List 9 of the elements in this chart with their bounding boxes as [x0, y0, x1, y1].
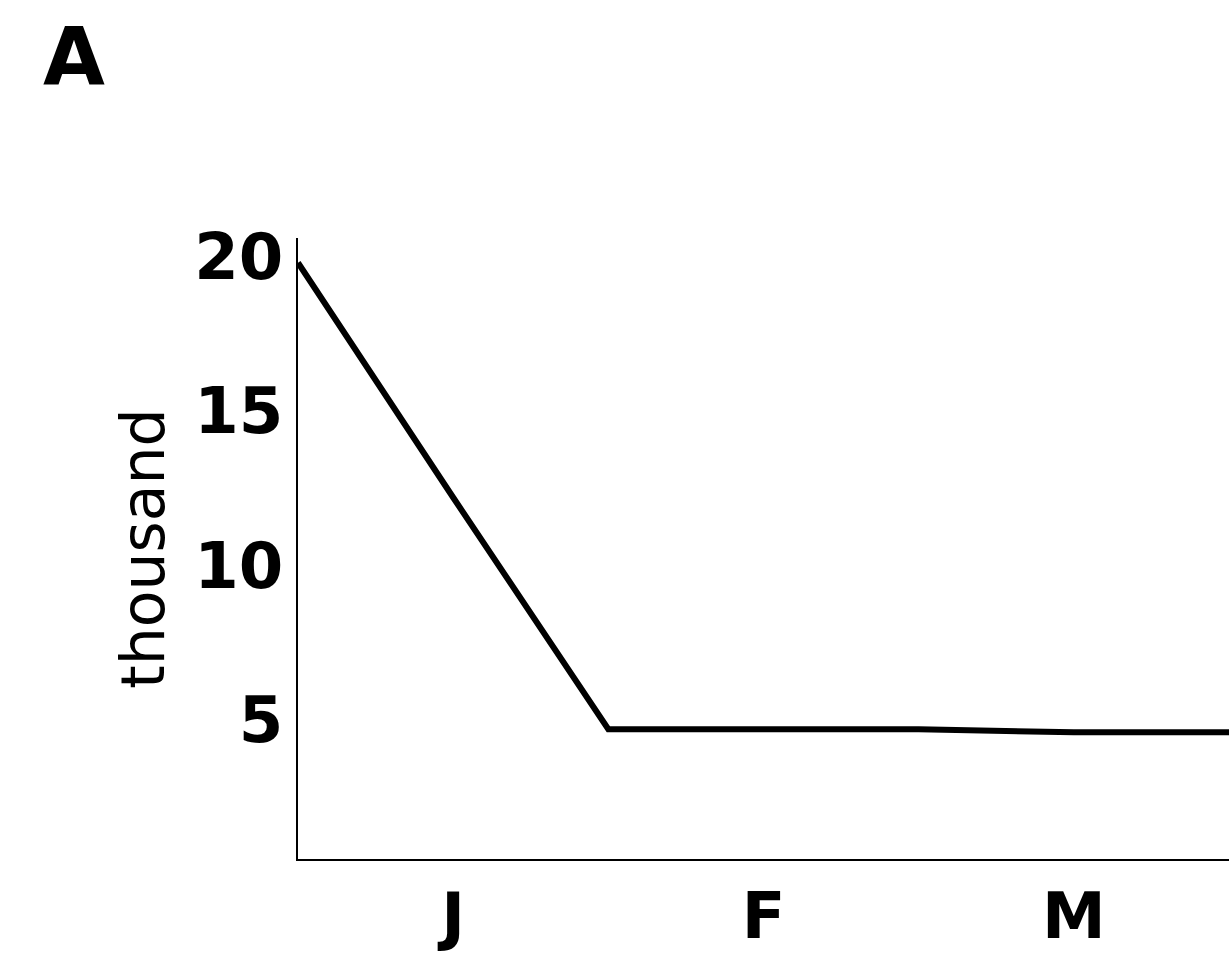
y-tick-label: 5	[238, 683, 284, 758]
y-tick-label: 20	[194, 219, 284, 294]
chart-title: A	[43, 11, 106, 105]
y-axis-title: thousand	[108, 408, 179, 689]
x-tick-label: M	[1041, 878, 1106, 953]
x-tick-label: J	[437, 878, 466, 953]
y-tick-label: 10	[194, 528, 284, 603]
x-tick-label: F	[741, 878, 786, 953]
y-tick-label: 15	[194, 374, 284, 449]
